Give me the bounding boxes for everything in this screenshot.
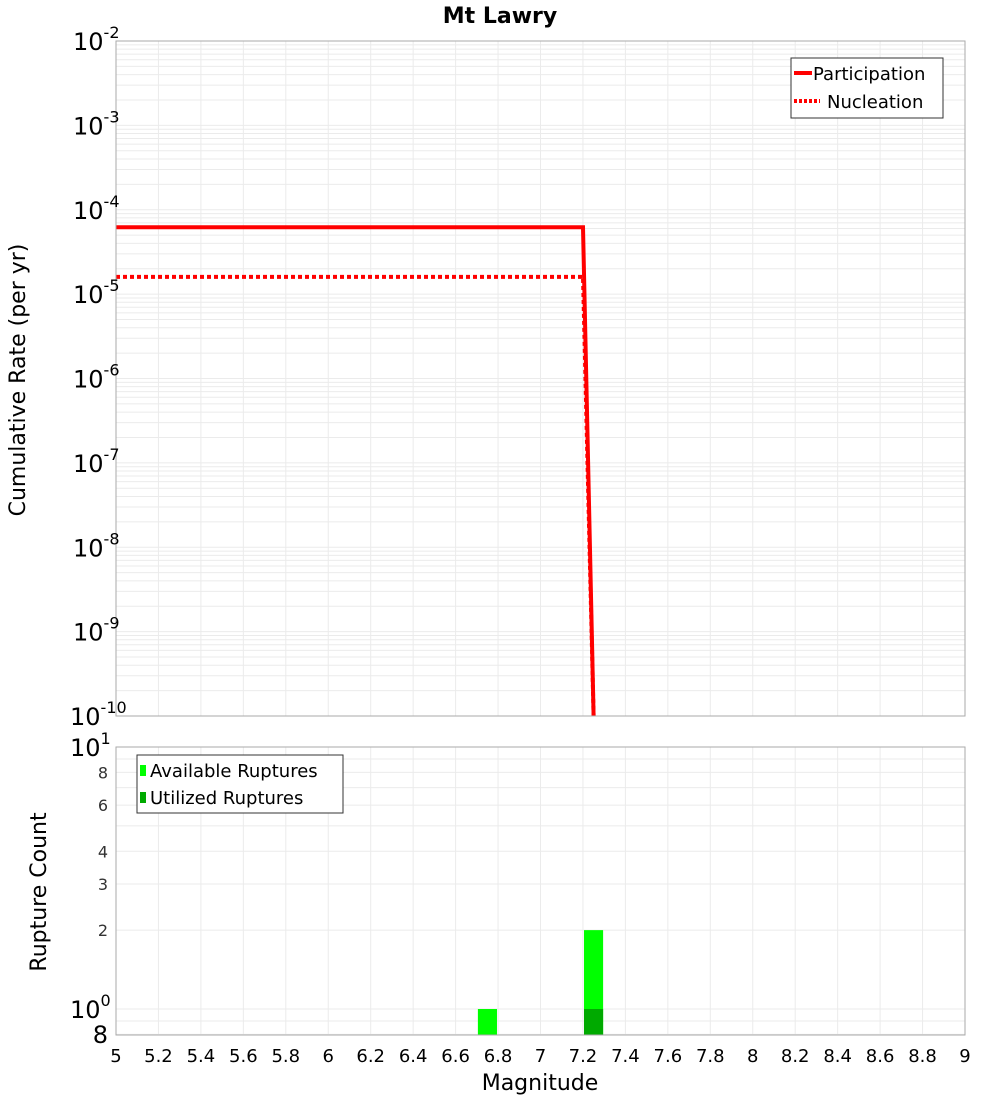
svg-text:5.8: 5.8 bbox=[271, 1046, 300, 1067]
svg-text:6: 6 bbox=[98, 796, 108, 815]
x-axis-label: Magnitude bbox=[482, 1071, 599, 1096]
svg-text:5.6: 5.6 bbox=[229, 1046, 258, 1067]
svg-text:8: 8 bbox=[98, 763, 108, 782]
svg-text:101: 101 bbox=[70, 729, 111, 762]
svg-text:7: 7 bbox=[535, 1046, 546, 1067]
svg-text:8.6: 8.6 bbox=[866, 1046, 895, 1067]
svg-text:9: 9 bbox=[959, 1046, 970, 1067]
svg-text:8.8: 8.8 bbox=[908, 1046, 937, 1067]
legend-participation: Participation bbox=[813, 64, 925, 85]
svg-text:6.4: 6.4 bbox=[399, 1046, 428, 1067]
participation-line bbox=[116, 227, 594, 716]
svg-text:7.4: 7.4 bbox=[611, 1046, 640, 1067]
top-y-axis-label: Cumulative Rate (per yr) bbox=[6, 244, 31, 517]
svg-text:10-9: 10-9 bbox=[73, 614, 120, 647]
svg-text:10-6: 10-6 bbox=[73, 361, 120, 394]
svg-text:6.2: 6.2 bbox=[356, 1046, 385, 1067]
svg-text:10-8: 10-8 bbox=[73, 529, 120, 562]
svg-text:2: 2 bbox=[98, 921, 108, 940]
svg-text:10-7: 10-7 bbox=[73, 445, 120, 478]
svg-text:6.8: 6.8 bbox=[484, 1046, 513, 1067]
svg-text:8: 8 bbox=[747, 1046, 758, 1067]
svg-text:3: 3 bbox=[98, 875, 108, 894]
bottom-y-axis-ticks: 101 100 2 3 4 6 8 8 bbox=[70, 729, 111, 1049]
svg-text:8.2: 8.2 bbox=[781, 1046, 810, 1067]
top-legend: Participation Nucleation bbox=[791, 58, 943, 118]
svg-text:10-2: 10-2 bbox=[73, 23, 120, 56]
x-axis-ticks: 5 5.2 5.4 5.6 5.8 6 6.2 6.4 6.6 6.8 7 7.2 7.4 7.6 7.8 8… bbox=[110, 1046, 970, 1067]
svg-text:8.4: 8.4 bbox=[823, 1046, 852, 1067]
bottom-legend: Available Ruptures Utilized Ruptures bbox=[137, 755, 343, 813]
legend-nucleation: Nucleation bbox=[827, 92, 923, 113]
top-plot-series bbox=[116, 227, 594, 716]
top-plot-grid bbox=[116, 41, 965, 716]
svg-text:5.4: 5.4 bbox=[187, 1046, 216, 1067]
utilized-legend-swatch bbox=[140, 792, 146, 803]
legend-utilized-ruptures: Utilized Ruptures bbox=[150, 788, 303, 809]
svg-text:10-10: 10-10 bbox=[70, 698, 127, 731]
svg-text:100: 100 bbox=[70, 991, 111, 1024]
svg-text:10-5: 10-5 bbox=[73, 276, 120, 309]
svg-text:6: 6 bbox=[323, 1046, 334, 1067]
bar-available-ruptures bbox=[478, 1009, 497, 1035]
svg-text:6.6: 6.6 bbox=[441, 1046, 470, 1067]
svg-text:4: 4 bbox=[98, 842, 108, 861]
chart-canvas: 10-2 10-3 10-4 10-5 10-6 10-7 10-8 10-9 10-10 10… bbox=[0, 0, 1000, 1100]
bottom-y-axis-label: Rupture Count bbox=[27, 812, 52, 972]
bar-utilized-ruptures bbox=[584, 1009, 603, 1035]
svg-text:7.2: 7.2 bbox=[569, 1046, 598, 1067]
chart-title: Mt Lawry bbox=[443, 4, 557, 29]
svg-text:7.6: 7.6 bbox=[654, 1046, 683, 1067]
available-legend-swatch bbox=[140, 765, 146, 776]
svg-text:5: 5 bbox=[110, 1046, 121, 1067]
svg-text:10-3: 10-3 bbox=[73, 107, 120, 140]
svg-text:5.2: 5.2 bbox=[144, 1046, 173, 1067]
legend-available-ruptures: Available Ruptures bbox=[150, 761, 318, 782]
svg-text:8: 8 bbox=[93, 1021, 108, 1049]
svg-text:10-4: 10-4 bbox=[73, 192, 120, 225]
svg-text:7.8: 7.8 bbox=[696, 1046, 725, 1067]
